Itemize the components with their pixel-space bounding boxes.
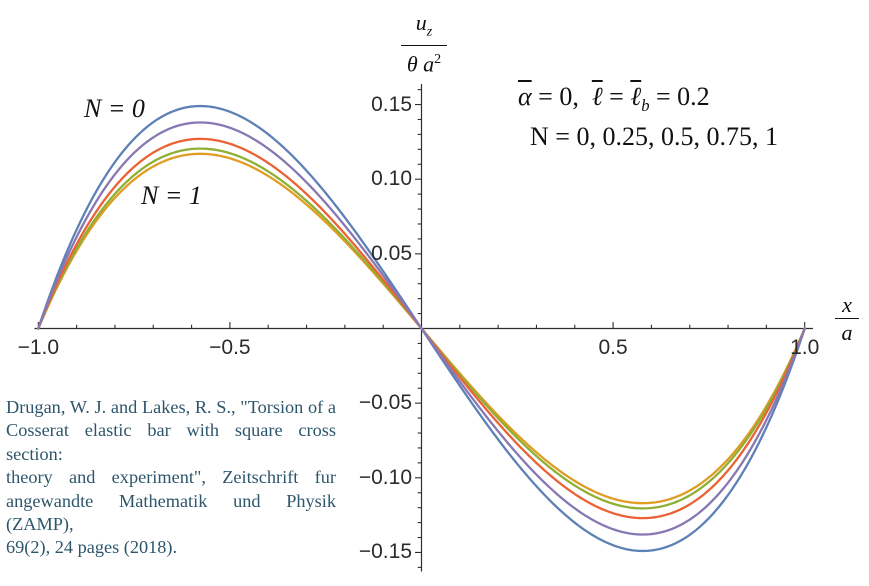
x-symbol: x <box>842 292 852 317</box>
theta-a-symbol: θ a <box>406 51 435 77</box>
y-tick-label: −0.10 <box>358 465 412 489</box>
x-tick-label: 0.5 <box>598 336 628 359</box>
y-axis-label: uz θ a2 <box>386 10 462 77</box>
ell-b-bar-symbol: ℓ <box>630 82 642 111</box>
u-symbol: u <box>415 10 427 35</box>
citation-line: theory and experiment", Zeitschrift fur <box>6 467 336 488</box>
x-tick-label: −0.5 <box>209 336 251 359</box>
y-tick-label: 0.05 <box>371 241 412 265</box>
x-tick-label: 1.0 <box>790 336 820 359</box>
alpha-equals-text: = 0, <box>531 82 592 111</box>
citation-block: Drugan, W. J. and Lakes, R. S., "Torsion… <box>6 396 336 560</box>
y-tick-label: 0.15 <box>371 92 412 116</box>
y-tick-label: 0.10 <box>371 167 412 191</box>
fraction-bar <box>401 45 447 47</box>
z-subscript: z <box>426 23 433 40</box>
x-tick-label: −1.0 <box>17 336 60 359</box>
b-subscript: b <box>641 96 650 116</box>
alpha-bar-symbol: α <box>518 82 532 111</box>
curve-n-0-25 <box>37 121 806 536</box>
y-tick-label: −0.15 <box>358 540 412 564</box>
ell-equals-text: = <box>602 82 631 111</box>
curve-label-n1: N = 1 <box>141 181 202 210</box>
y-axis-label-numerator: uz <box>386 10 462 44</box>
citation-line: Drugan, W. J. and Lakes, R. S., "Torsion… <box>6 397 336 417</box>
n-values-annotation: N = 0, 0.25, 0.5, 0.75, 1 <box>530 122 778 151</box>
citation-line: Cosserat elastic bar with square cross s… <box>6 420 336 464</box>
y-axis-label-denominator: θ a2 <box>386 47 462 76</box>
parameters-annotation: α = 0, ℓ = ℓb = 0.2 <box>518 82 710 116</box>
ell-bar-symbol: ℓ <box>591 82 603 111</box>
x-axis-label: x a <box>830 292 864 345</box>
curve-label-n0: N = 0 <box>84 94 145 123</box>
squared-exponent: 2 <box>434 51 442 68</box>
y-tick-label: −0.05 <box>358 391 412 415</box>
a-symbol: a <box>841 320 853 345</box>
citation-line: angewandte Mathematik und Physik (ZAMP), <box>6 490 336 535</box>
citation-line: 69(2), 24 pages (2018). <box>6 537 178 558</box>
fraction-bar <box>835 318 859 319</box>
ell-value-text: = 0.2 <box>649 82 710 111</box>
